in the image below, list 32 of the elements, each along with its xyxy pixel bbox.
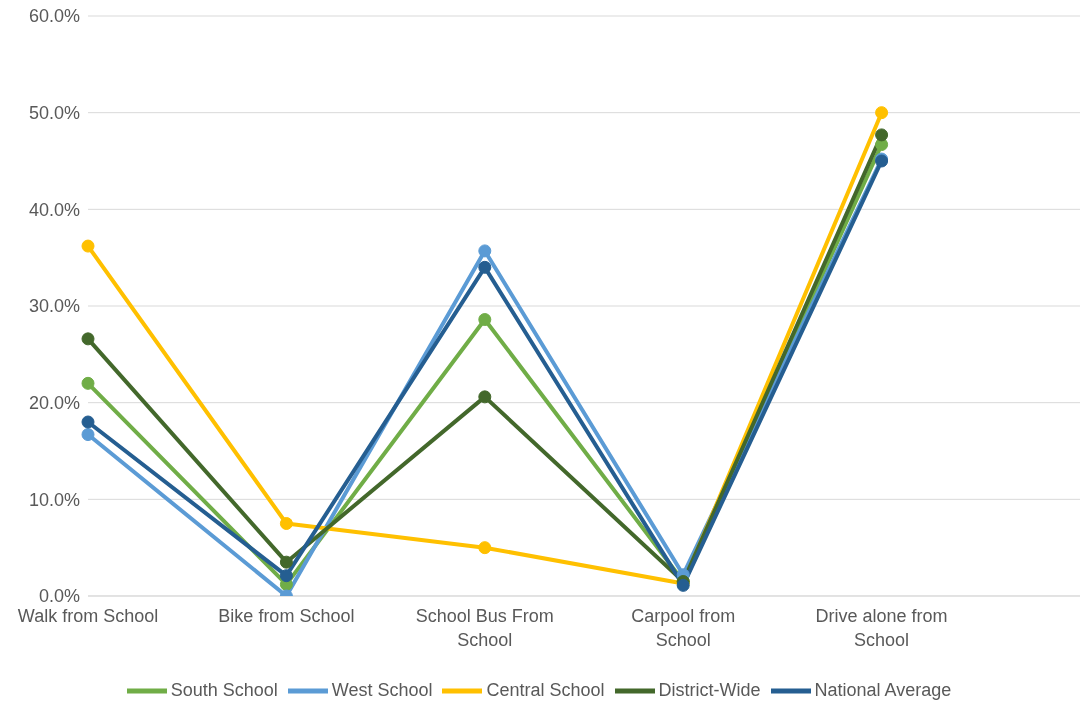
point: [279, 569, 293, 583]
y-tick-label: 20.0%: [28, 393, 80, 414]
point: [279, 517, 293, 530]
y-tick-label: 0.0%: [38, 586, 80, 607]
x-tick-label: Carpool from School: [631, 606, 736, 650]
point: [478, 260, 492, 274]
y-tick-label: 30.0%: [28, 296, 80, 317]
point: [875, 128, 889, 142]
legend-label: South School: [170, 679, 278, 700]
point: [875, 106, 889, 120]
legend-label: National Average: [814, 679, 952, 700]
point: [279, 555, 293, 569]
legend-label: District-Wide: [658, 679, 761, 700]
y-tick-label: 40.0%: [28, 199, 80, 220]
point: [478, 244, 492, 258]
y-tick-label: 60.0%: [28, 6, 80, 27]
point: [478, 313, 492, 327]
point: [81, 332, 95, 346]
legend-label: West School: [331, 679, 433, 700]
x-tick-label: Bike from School: [218, 606, 355, 626]
point: [81, 415, 95, 429]
point: [81, 428, 95, 442]
y-tick-label: 50.0%: [28, 103, 80, 124]
point: [478, 390, 492, 404]
legend-label: Central School: [486, 679, 605, 700]
point: [81, 376, 95, 390]
y-tick-label: 10.0%: [28, 489, 80, 510]
x-tick-label: School Bus From School: [415, 606, 554, 650]
x-tick-label: Drive alone from School: [815, 606, 948, 650]
x-tick-label: Walk from School: [17, 606, 159, 626]
point: [81, 239, 95, 253]
point: [478, 541, 492, 555]
